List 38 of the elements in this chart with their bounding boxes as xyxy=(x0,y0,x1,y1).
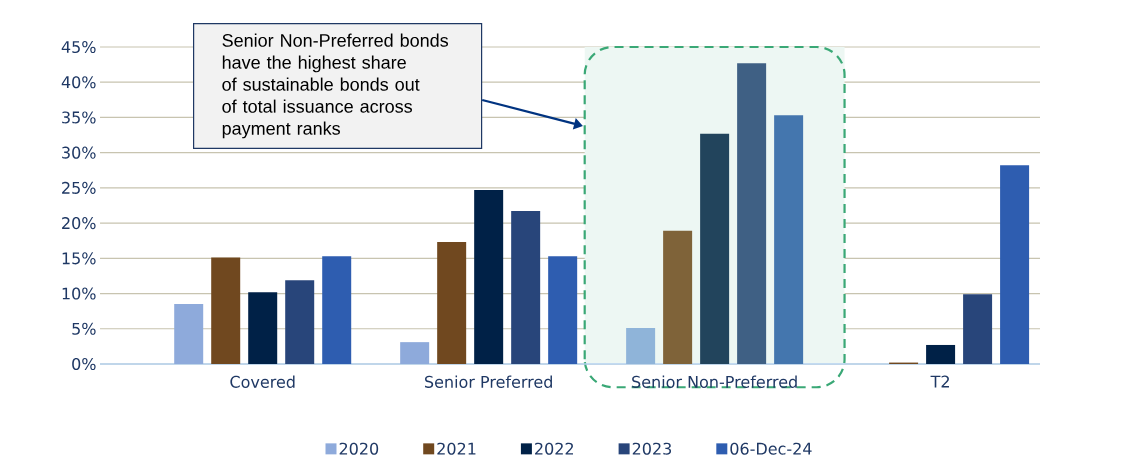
legend-label: 2021 xyxy=(437,442,476,455)
annotation: Senior Non-Preferred bonds have the highest share of sustainable bonds out of total issuance across payment ranks xyxy=(222,33,449,139)
y-tick-label: 5% xyxy=(72,322,96,335)
bar xyxy=(322,256,352,364)
y-tick-label: 0% xyxy=(72,357,96,371)
legend-label: 2023 xyxy=(632,442,672,455)
legend-label: 2022 xyxy=(535,442,573,455)
bar xyxy=(700,133,730,364)
bar xyxy=(474,189,504,364)
x-tick-label: Senior Preferred xyxy=(424,375,552,388)
legend-label: 2020 xyxy=(339,442,379,455)
bar xyxy=(511,211,541,364)
x-tick-label: Covered xyxy=(230,375,295,388)
y-tick-label: 40% xyxy=(61,76,96,89)
bar xyxy=(926,344,956,364)
bar xyxy=(663,230,693,364)
y-tick-label: 20% xyxy=(62,217,96,230)
bar xyxy=(248,292,278,364)
y-tick-label: 15% xyxy=(62,252,96,265)
x-tick-label: T2 xyxy=(930,375,949,388)
y-tick-label: 25% xyxy=(62,181,96,194)
bar xyxy=(774,115,804,364)
legend-label: 06-Dec-24 xyxy=(730,442,812,455)
bar xyxy=(963,294,993,364)
bar xyxy=(400,342,430,364)
bar xyxy=(174,304,204,364)
bar xyxy=(437,242,467,364)
y-tick-label: 45% xyxy=(61,40,96,54)
bar xyxy=(548,256,578,364)
bar xyxy=(626,328,656,364)
y-tick-label: 10% xyxy=(62,287,96,300)
y-tick-label: 35% xyxy=(62,111,96,124)
bar xyxy=(1000,165,1030,364)
x-tick-label: Senior Non-Preferred xyxy=(632,375,797,388)
bar xyxy=(737,63,767,364)
bar xyxy=(211,257,241,364)
bar xyxy=(285,280,315,364)
y-tick-label: 30% xyxy=(62,146,96,159)
